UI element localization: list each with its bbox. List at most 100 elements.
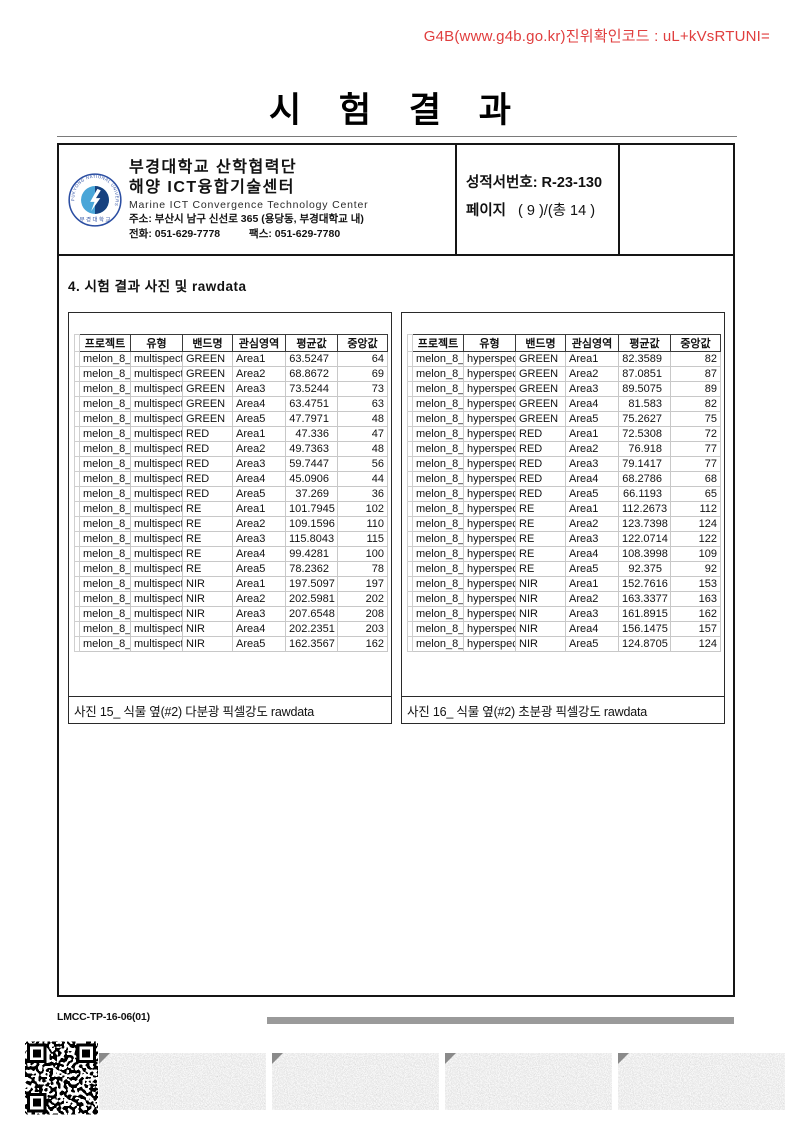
table-cell: 75 [670, 411, 721, 427]
table-cell: NIR [515, 576, 566, 592]
table-cell: 122 [670, 531, 721, 547]
table-cell: Area4 [565, 396, 619, 412]
section-title: 4. 시험 결과 사진 및 rawdata [68, 279, 247, 294]
table-cell: 123.7398 [618, 516, 671, 532]
footer-gray-bar [267, 1017, 734, 1024]
table-cell: multispect [130, 441, 183, 457]
qr-code-icon [25, 1041, 98, 1115]
table-cell: 36 [337, 486, 388, 502]
table-cell: 109 [670, 546, 721, 562]
table-cell: melon_8_2 [79, 456, 131, 472]
table-cell: RED [515, 486, 566, 502]
table-cell: Area1 [232, 426, 286, 442]
table-cell: 65 [670, 486, 721, 502]
table-cell: melon_8_2 [412, 636, 464, 652]
table-cell: 63.5247 [285, 351, 338, 367]
table-cell: 202.2351 [285, 621, 338, 637]
page-label: 페이지 [466, 203, 507, 219]
table-cell: 153 [670, 576, 721, 592]
table-cell: melon_8_2 [79, 381, 131, 397]
table-cell: GREEN [182, 396, 233, 412]
table-cell: RED [515, 471, 566, 487]
table-cell: hyperspec [463, 381, 516, 397]
table-cell: 68.2786 [618, 471, 671, 487]
table-cell: melon_8_2 [79, 411, 131, 427]
table-cell: 152.7616 [618, 576, 671, 592]
table-cell: NIR [182, 621, 233, 637]
table-cell: multispect [130, 636, 183, 652]
table-cell: RE [515, 561, 566, 577]
table-cell: melon_8_2 [412, 426, 464, 442]
table-cell: multispect [130, 411, 183, 427]
table-cell: RE [515, 501, 566, 517]
table-cell: RED [182, 486, 233, 502]
table-cell: melon_8_2 [412, 501, 464, 517]
column-header: 평균값 [618, 334, 671, 352]
column-header: 유형 [130, 334, 183, 352]
table-cell: 162 [670, 606, 721, 622]
report-meta-cell: 성적서번호: R-23-130 페이지 ( 9 )/(총 14 ) [455, 145, 620, 254]
table-cell: 102 [337, 501, 388, 517]
table-cell: 77 [670, 441, 721, 457]
column-header: 중앙값 [670, 334, 721, 352]
table-cell: NIR [182, 576, 233, 592]
table-cell: Area2 [565, 366, 619, 382]
table-cell: melon_8_2 [79, 396, 131, 412]
table-cell: RED [182, 426, 233, 442]
table-cell: melon_8_2 [79, 441, 131, 457]
table-cell: melon_8_2 [412, 546, 464, 562]
table-cell: RE [515, 516, 566, 532]
table-cell: multispect [130, 561, 183, 577]
table-cell: 108.3998 [618, 546, 671, 562]
table-cell: NIR [515, 636, 566, 652]
table-cell: Area2 [565, 591, 619, 607]
table-cell: Area5 [232, 561, 286, 577]
table-cell: melon_8_2 [79, 501, 131, 517]
table-cell: melon_8_2 [79, 531, 131, 547]
table-cell: melon_8_2 [412, 621, 464, 637]
table-cell: Area2 [565, 441, 619, 457]
table-cell: hyperspec [463, 636, 516, 652]
table-cell: GREEN [182, 411, 233, 427]
table-cell: Area3 [565, 456, 619, 472]
table-cell: melon_8_2 [79, 426, 131, 442]
table-cell: hyperspec [463, 366, 516, 382]
table-cell: Area5 [565, 411, 619, 427]
table-cell: 68.8672 [285, 366, 338, 382]
svg-text:부 경 대 학 교: 부 경 대 학 교 [80, 215, 111, 223]
table-cell: hyperspec [463, 441, 516, 457]
table-cell: 49.7363 [285, 441, 338, 457]
table-cell: Area1 [565, 426, 619, 442]
table-cell: 99.4281 [285, 546, 338, 562]
title-divider [57, 136, 737, 137]
table-cell: 73.5244 [285, 381, 338, 397]
table-cell: RE [182, 531, 233, 547]
barcode-strip-icon [99, 1053, 266, 1110]
table-cell: 81.583 [618, 396, 671, 412]
table-cell: melon_8_2 [412, 351, 464, 367]
column-header: 관심영역 [232, 334, 286, 352]
table-cell: 72.5308 [618, 426, 671, 442]
column-header: 관심영역 [565, 334, 619, 352]
table-cell: 56 [337, 456, 388, 472]
table-cell: Area4 [565, 546, 619, 562]
table-cell: RED [515, 441, 566, 457]
table-cell: 47.7971 [285, 411, 338, 427]
table-cell: melon_8_2 [412, 576, 464, 592]
table-cell: 197 [337, 576, 388, 592]
table-cell: melon_8_2 [79, 351, 131, 367]
table-cell: Area3 [232, 456, 286, 472]
table-cell: hyperspec [463, 606, 516, 622]
